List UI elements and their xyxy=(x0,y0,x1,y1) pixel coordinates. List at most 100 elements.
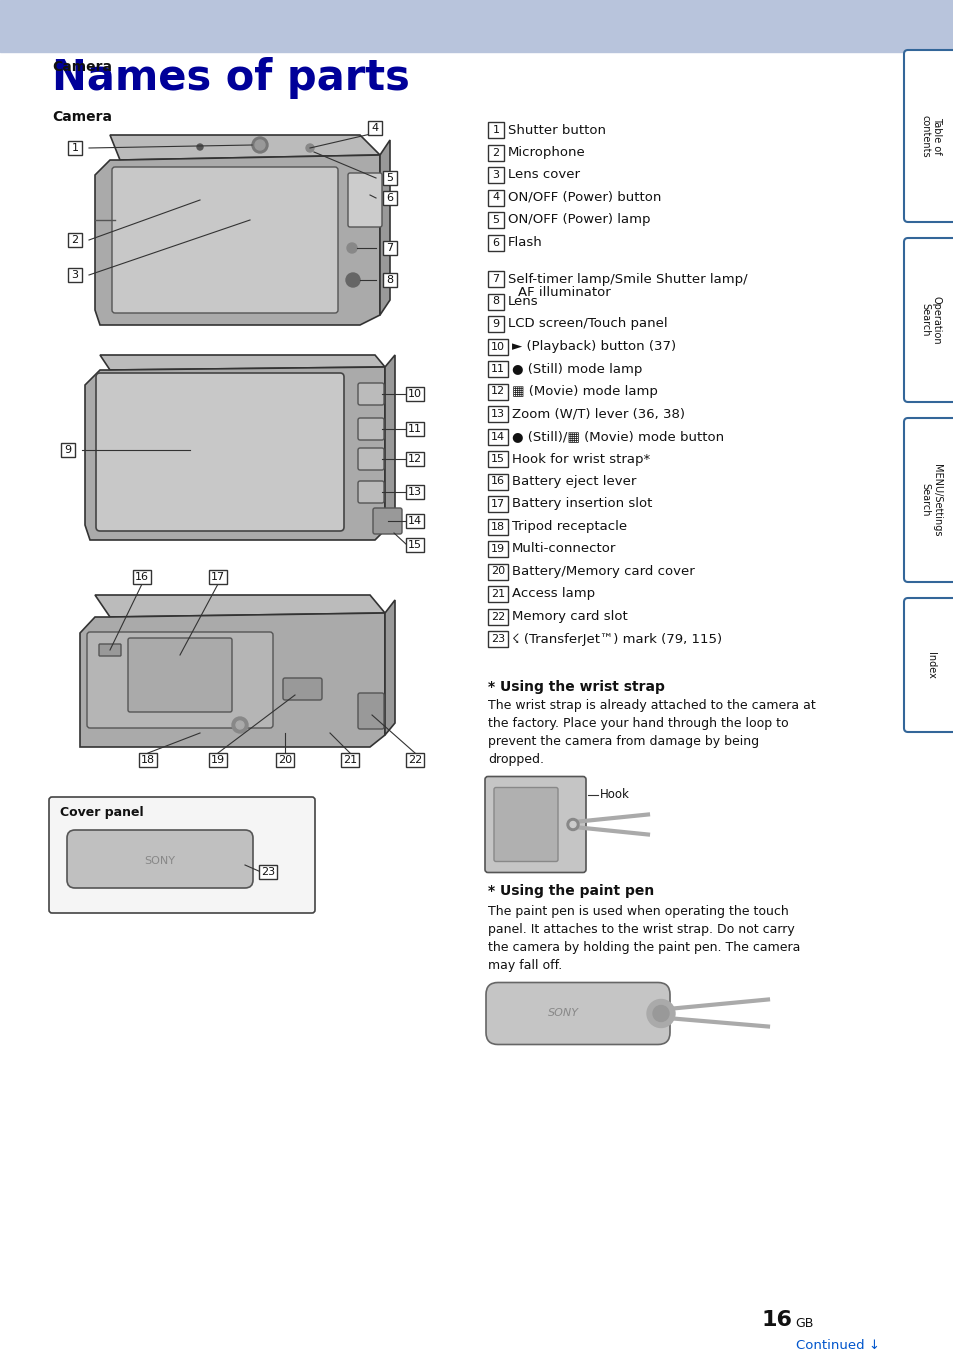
FancyBboxPatch shape xyxy=(87,632,273,728)
FancyBboxPatch shape xyxy=(128,638,232,712)
Polygon shape xyxy=(385,600,395,735)
Bar xyxy=(406,753,423,767)
Text: Battery insertion slot: Battery insertion slot xyxy=(512,497,652,511)
Text: 5: 5 xyxy=(492,215,499,225)
Polygon shape xyxy=(95,155,379,324)
Text: 1: 1 xyxy=(71,142,78,153)
Text: 1: 1 xyxy=(492,125,499,136)
Text: Names of parts: Names of parts xyxy=(52,57,410,99)
Polygon shape xyxy=(85,367,385,539)
Bar xyxy=(488,564,507,579)
Text: 15: 15 xyxy=(408,539,421,550)
Bar xyxy=(258,865,276,879)
Bar xyxy=(488,189,503,205)
Text: MENU/Settings
Search: MENU/Settings Search xyxy=(920,464,941,537)
Text: 20: 20 xyxy=(491,567,504,576)
Polygon shape xyxy=(110,136,379,160)
Bar xyxy=(209,753,227,767)
Text: 22: 22 xyxy=(491,612,504,622)
Polygon shape xyxy=(385,355,395,530)
Text: Hook: Hook xyxy=(599,789,629,801)
Text: 16: 16 xyxy=(491,476,504,486)
Text: 9: 9 xyxy=(492,319,499,329)
Bar xyxy=(488,383,507,400)
Bar xyxy=(68,141,82,155)
Text: 9: 9 xyxy=(65,445,71,455)
Circle shape xyxy=(646,999,675,1028)
Bar xyxy=(488,586,507,602)
Text: 20: 20 xyxy=(277,754,292,765)
Bar xyxy=(488,541,507,557)
Text: 23: 23 xyxy=(491,634,504,643)
Bar xyxy=(406,422,423,435)
Text: GB: GB xyxy=(794,1317,813,1331)
Bar xyxy=(488,338,507,355)
Bar xyxy=(488,428,507,445)
Text: 19: 19 xyxy=(491,543,504,554)
Text: Index: Index xyxy=(925,652,935,679)
FancyBboxPatch shape xyxy=(96,372,344,531)
Text: 8: 8 xyxy=(386,275,394,285)
Text: SONY: SONY xyxy=(547,1009,578,1019)
Circle shape xyxy=(346,272,359,287)
Text: 3: 3 xyxy=(492,170,499,179)
Text: 7: 7 xyxy=(492,274,499,283)
Bar xyxy=(488,407,507,422)
FancyBboxPatch shape xyxy=(112,167,337,314)
Bar xyxy=(488,122,503,138)
Bar xyxy=(382,192,396,205)
Text: ● (Still)/▦ (Movie) mode button: ● (Still)/▦ (Movie) mode button xyxy=(512,430,723,444)
Bar xyxy=(488,212,503,229)
Text: 16: 16 xyxy=(135,572,149,582)
Text: 17: 17 xyxy=(491,498,504,509)
Text: 6: 6 xyxy=(386,193,393,203)
Text: Lens cover: Lens cover xyxy=(507,168,579,182)
Polygon shape xyxy=(100,355,385,370)
Text: Battery eject lever: Battery eject lever xyxy=(512,475,636,487)
Bar xyxy=(406,538,423,552)
FancyBboxPatch shape xyxy=(373,508,401,534)
Text: 21: 21 xyxy=(342,754,356,765)
Circle shape xyxy=(252,137,268,153)
Bar xyxy=(406,513,423,528)
FancyBboxPatch shape xyxy=(357,693,384,730)
Text: Microphone: Microphone xyxy=(507,146,585,159)
Bar xyxy=(488,145,503,160)
Text: 15: 15 xyxy=(491,455,504,464)
Bar xyxy=(488,293,503,309)
Bar xyxy=(488,631,507,648)
FancyBboxPatch shape xyxy=(67,830,253,888)
Bar xyxy=(488,608,507,624)
Text: 11: 11 xyxy=(408,424,421,434)
Text: ► (Playback) button (37): ► (Playback) button (37) xyxy=(512,340,676,353)
Bar xyxy=(488,474,507,490)
FancyBboxPatch shape xyxy=(283,678,322,700)
Text: ON/OFF (Power) button: ON/OFF (Power) button xyxy=(507,192,660,204)
Bar xyxy=(209,570,227,585)
Text: Continued ↓: Continued ↓ xyxy=(795,1339,879,1353)
Text: Self-timer lamp/Smile Shutter lamp/: Self-timer lamp/Smile Shutter lamp/ xyxy=(507,272,747,286)
Circle shape xyxy=(652,1005,668,1021)
Text: Multi-connector: Multi-connector xyxy=(512,542,616,556)
Bar xyxy=(406,452,423,465)
Text: Memory card slot: Memory card slot xyxy=(512,611,627,623)
Text: * Using the paint pen: * Using the paint pen xyxy=(488,884,654,898)
Text: 5: 5 xyxy=(386,172,393,183)
Text: Camera: Camera xyxy=(52,60,112,74)
Text: 13: 13 xyxy=(491,409,504,419)
Text: Camera: Camera xyxy=(52,110,112,125)
Text: 7: 7 xyxy=(386,244,394,253)
Text: 11: 11 xyxy=(491,364,504,374)
Text: ☇ (TransferJet™) mark (79, 115): ☇ (TransferJet™) mark (79, 115) xyxy=(512,632,721,646)
FancyBboxPatch shape xyxy=(357,383,384,405)
Circle shape xyxy=(232,717,248,732)
Text: 3: 3 xyxy=(71,270,78,281)
Text: Flash: Flash xyxy=(507,235,542,249)
FancyBboxPatch shape xyxy=(484,776,585,872)
Bar xyxy=(406,485,423,498)
Text: 12: 12 xyxy=(408,455,421,464)
Bar xyxy=(68,233,82,246)
Bar xyxy=(68,268,82,282)
Bar xyxy=(488,167,503,183)
Bar xyxy=(340,753,358,767)
